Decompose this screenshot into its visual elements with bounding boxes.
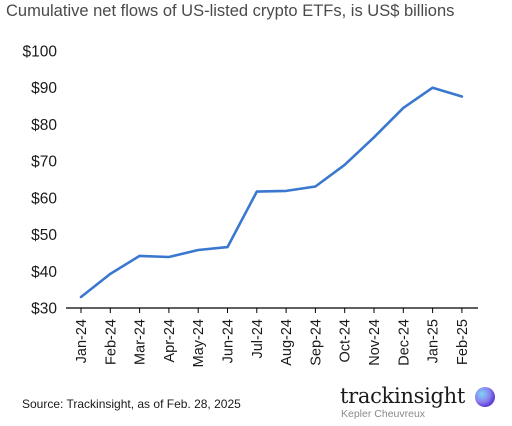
trackinsight-logo: trackinsight Kepler Cheuvreux [340, 384, 500, 424]
y-axis: $30 $40 $50 $60 $70 $80 $90 $100 [23, 44, 58, 318]
x-tick-label: Jun-24 [221, 319, 237, 363]
x-tick-label: Aug-24 [279, 319, 295, 366]
y-tick-label: $100 [23, 44, 58, 61]
series-line [79, 86, 464, 299]
y-tick-label: $80 [31, 117, 57, 134]
series-group [79, 86, 464, 299]
y-tick-label: $70 [31, 154, 57, 171]
y-tick-label: $40 [31, 264, 57, 281]
x-tick-label: Oct-24 [338, 319, 354, 363]
x-tick-label: Sep-24 [308, 319, 324, 366]
x-tick-label: Nov-24 [367, 319, 383, 366]
x-tick-label: Feb-25 [455, 319, 471, 365]
x-tick-label: Jan-25 [426, 319, 442, 363]
chart-title: Cumulative net flows of US-listed crypto… [6, 2, 455, 20]
y-tick-label: $30 [31, 301, 57, 318]
y-tick-label: $90 [31, 80, 57, 97]
logo-subtitle: Kepler Cheuvreux [341, 408, 426, 420]
y-tick-label: $50 [31, 227, 57, 244]
x-tick-label: Apr-24 [162, 319, 178, 363]
x-tick-label: Feb-24 [103, 319, 119, 365]
source-note: Source: Trackinsight, as of Feb. 28, 202… [22, 397, 241, 411]
x-tick-label: Dec-24 [396, 319, 412, 366]
logo-wordmark: trackinsight [340, 384, 466, 408]
x-axis: Jan-24 Feb-24 Mar-24 Apr-24 May-24 Jun-24 Jul-… [74, 308, 471, 367]
x-tick-label: May-24 [191, 319, 207, 367]
y-tick-label: $60 [31, 190, 57, 207]
x-tick-label: Jan-24 [74, 319, 90, 363]
x-tick-label: Jul-24 [250, 319, 266, 359]
orb-icon [475, 387, 495, 407]
x-tick-label: Mar-24 [133, 319, 149, 365]
